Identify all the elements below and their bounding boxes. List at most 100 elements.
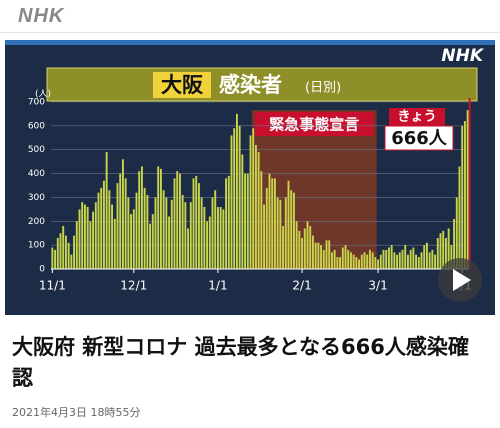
x-tick-label: 2/1 [292,279,311,293]
bar [208,216,211,269]
bar [200,197,203,269]
bar [271,178,274,269]
bar [203,206,206,269]
bar [222,209,225,269]
bar [425,242,428,269]
bar [390,245,393,269]
bar [366,254,369,269]
bar [146,195,149,269]
bar [347,249,350,269]
bar [268,173,271,269]
bar [444,237,447,269]
bar [81,202,84,269]
bar [151,214,154,269]
bar [309,226,312,269]
bar [67,242,70,269]
bar [138,171,141,269]
bar [162,190,165,269]
bar [113,218,116,269]
bar [246,173,249,269]
bar [387,247,390,269]
bar [124,178,127,269]
bar [341,247,344,269]
bar [105,152,108,269]
bar [420,252,423,269]
bar [336,257,339,269]
bar [406,254,409,269]
headline: 大阪府 新型コロナ 過去最多となる666人感染確認 [12,335,469,390]
bar [409,249,412,269]
bar [83,204,86,269]
bar [322,249,325,269]
bar [355,257,358,269]
callout-value: 666人 [391,128,448,149]
bar [439,233,442,269]
bar [363,252,366,269]
bar [442,230,445,269]
bar [216,206,219,269]
bar [130,214,133,269]
bar [54,249,57,269]
bar [51,247,54,269]
bar [168,216,171,269]
site-logo[interactable]: NHK [18,5,65,27]
bar [385,249,388,269]
bar [317,242,320,269]
bar [241,154,244,269]
x-tick-label: 1/1 [208,279,227,293]
title-highlight-box [153,72,211,98]
y-tick-label: 200 [28,217,45,227]
bar [195,175,198,269]
bar [461,125,464,269]
bar [206,221,209,269]
bar [325,240,328,269]
bar [111,204,114,269]
bar [412,247,415,269]
bar [249,135,252,269]
bar [428,252,431,269]
bar [260,171,263,269]
callout-label-box [389,108,445,126]
bar [178,173,181,269]
bar [301,237,304,269]
bar [92,211,95,269]
bar [368,249,371,269]
bar [165,197,168,269]
bar [181,195,184,269]
bar [401,249,404,269]
bar [116,183,119,269]
chart-subtitle: (日別) [305,81,341,96]
bar [89,221,92,269]
bar [187,228,190,269]
bar [119,173,122,269]
bar [287,180,290,269]
annotation-label: 緊急事態宣言 [269,116,359,134]
bar [108,190,111,269]
bar [149,223,152,269]
bar [273,178,276,269]
bar [276,197,279,269]
bar [102,180,105,269]
x-tick-label: 12/1 [120,279,147,293]
bar [431,249,434,269]
bar [292,192,295,269]
bar [349,252,352,269]
bar [135,192,138,269]
bar [244,173,247,269]
bar [94,202,97,269]
bar [176,171,179,269]
bar [434,254,437,269]
chart-title: 感染者 [219,73,282,97]
bar [189,202,192,269]
bar [303,228,306,269]
bar [344,245,347,269]
header: NHK [0,0,500,33]
bar [56,237,59,269]
video-player[interactable]: NHK 大阪 感染者 (日別) (人) 緊急事態宣言 0 100 200 300 400 5… [5,40,495,315]
bar [75,221,78,269]
y-tick-label: 700 [28,98,45,108]
bar [455,197,458,269]
bar [73,235,76,269]
x-tick-label: 3/1 [368,279,387,293]
